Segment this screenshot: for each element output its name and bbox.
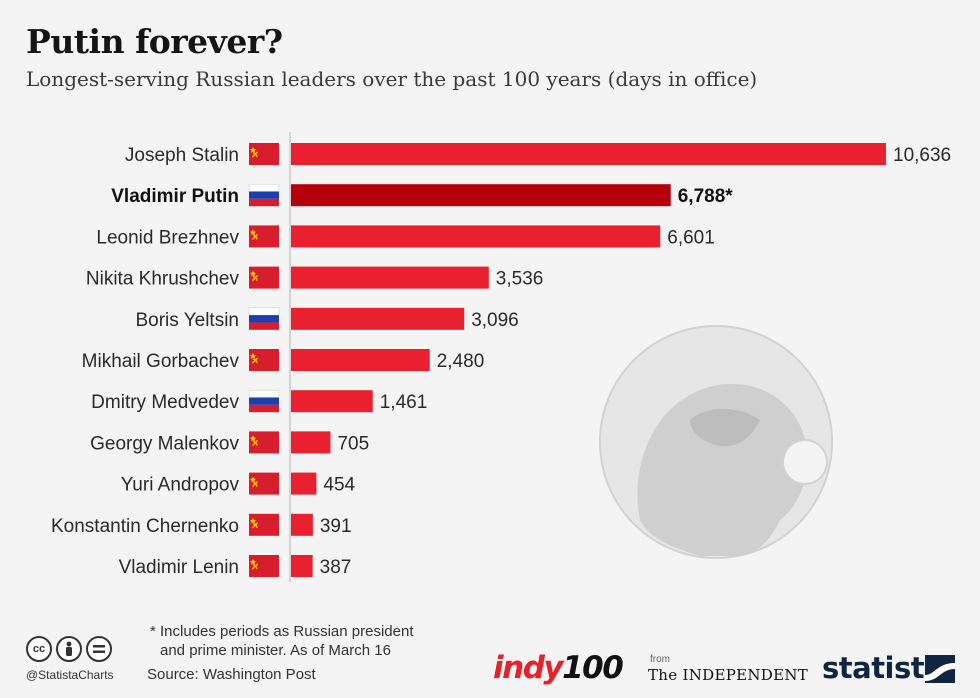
category-label: Dmitry Medvedev: [91, 392, 239, 413]
russia-flag-icon: [248, 389, 280, 413]
value-label: 387: [320, 557, 352, 578]
category-label: Vladimir Putin: [111, 186, 239, 207]
bar[interactable]: [291, 184, 671, 207]
statista-logo[interactable]: statista: [822, 651, 944, 685]
chart-subtitle: Longest-serving Russian leaders over the…: [26, 67, 758, 91]
footnote-line-1: * Includes periods as Russian president: [150, 623, 414, 640]
footnote-line-2: and prime minister. As of March 16: [160, 642, 391, 659]
source-note: Source: Washington Post: [147, 666, 316, 683]
value-label: 3,096: [471, 310, 519, 331]
russia-flag-icon: [248, 307, 280, 330]
category-label: Joseph Stalin: [125, 145, 239, 166]
category-label: Boris Yeltsin: [135, 310, 239, 331]
statista-mark-icon: [925, 655, 955, 683]
bar[interactable]: [291, 390, 373, 413]
value-label: 1,461: [380, 392, 428, 413]
ussr-flag-icon: [249, 431, 279, 454]
category-label: Konstantin Chernenko: [51, 516, 239, 537]
category-label: Vladimir Lenin: [119, 557, 239, 578]
bar-row: Vladimir Putin 6,788*: [111, 183, 734, 207]
portrait-medallion: [599, 325, 833, 559]
bar-chart: Joseph Stalin 10,636 Vladimir Putin 6,788* L…: [51, 132, 951, 582]
statista-handle[interactable]: @StatistaCharts: [26, 668, 114, 682]
bar-row: Nikita Khrushchev 3,536: [86, 266, 544, 290]
indy100-logo[interactable]: indy100: [493, 650, 624, 686]
category-label: Mikhail Gorbachev: [82, 351, 240, 372]
bar[interactable]: [291, 266, 489, 289]
footnote: * Includes periods as Russian president …: [150, 622, 450, 660]
by-icon[interactable]: [56, 636, 82, 662]
bar[interactable]: [291, 307, 465, 330]
bar-row: Georgy Malenkov 705: [90, 431, 369, 454]
bar-row: Dmitry Medvedev 1,461: [91, 389, 428, 413]
ussr-flag-icon: [249, 513, 279, 536]
category-label: Georgy Malenkov: [90, 433, 239, 454]
bar-row: Konstantin Chernenko 391: [51, 513, 352, 537]
bar-row: Leonid Brezhnev 6,601: [96, 225, 715, 248]
russia-flag-icon: [248, 183, 280, 207]
bar-row: Mikhail Gorbachev 2,480: [82, 349, 485, 372]
nd-icon[interactable]: [86, 636, 112, 662]
chart-title: Putin forever?: [26, 22, 283, 61]
bar[interactable]: [291, 225, 661, 248]
bar[interactable]: [291, 143, 886, 165]
value-label: 6,788*: [678, 186, 734, 207]
ussr-flag-icon: [249, 266, 279, 289]
value-label: 454: [323, 475, 355, 496]
category-label: Leonid Brezhnev: [96, 227, 239, 248]
ussr-flag-icon: [249, 349, 279, 371]
value-label: 391: [320, 516, 352, 537]
ussr-flag-icon: [249, 143, 279, 165]
ussr-flag-icon: [249, 225, 279, 248]
bar[interactable]: [291, 513, 313, 536]
category-label: Nikita Khrushchev: [86, 269, 240, 290]
bar[interactable]: [291, 472, 317, 495]
bar[interactable]: [291, 555, 313, 577]
from-label: from: [650, 654, 670, 665]
bar-row: Boris Yeltsin 3,096: [135, 307, 519, 331]
bar-row: Joseph Stalin 10,636: [125, 143, 951, 166]
cc-icon[interactable]: cc: [26, 636, 52, 662]
value-label: 2,480: [437, 351, 485, 372]
ussr-flag-icon: [249, 555, 279, 577]
ussr-flag-icon: [249, 472, 279, 495]
bar-row: Vladimir Lenin 387: [119, 555, 352, 578]
value-label: 3,536: [496, 269, 544, 290]
indy-number: 100: [562, 650, 624, 686]
value-label: 10,636: [893, 145, 951, 166]
independent-logo[interactable]: The INDEPENDENT: [648, 666, 809, 684]
license-icons: cc: [26, 636, 112, 662]
value-label: 6,601: [667, 227, 715, 248]
bar-row: Yuri Andropov 454: [121, 472, 356, 496]
category-label: Yuri Andropov: [121, 475, 240, 496]
indy-prefix: indy: [493, 650, 564, 686]
bar[interactable]: [291, 349, 430, 371]
bar[interactable]: [291, 431, 331, 454]
value-label: 705: [337, 433, 369, 454]
